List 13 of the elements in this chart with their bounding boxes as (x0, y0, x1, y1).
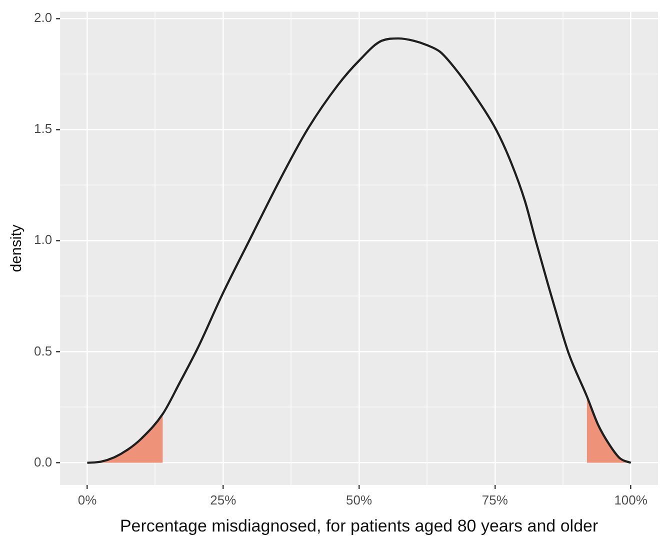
x-tick-label: 50% (346, 492, 372, 508)
line-series (86, 37, 632, 464)
y-tick-label: 1.5 (34, 121, 52, 136)
y-tick-label: 1.0 (34, 232, 52, 248)
x-axis-title: Percentage misdiagnosed, for patients aged 80 years and older (120, 516, 598, 536)
y-axis-title: density (8, 224, 26, 272)
y-tick-label: 0.0 (34, 454, 52, 470)
y-tick-label: 2.0 (34, 10, 52, 26)
x-tick-label: 25% (210, 492, 237, 508)
x-tick-label: 100% (614, 492, 648, 508)
y-tick-label: 0.5 (34, 343, 52, 358)
x-tick-label: 0% (78, 492, 98, 508)
x-tick-label: 75% (482, 492, 508, 508)
